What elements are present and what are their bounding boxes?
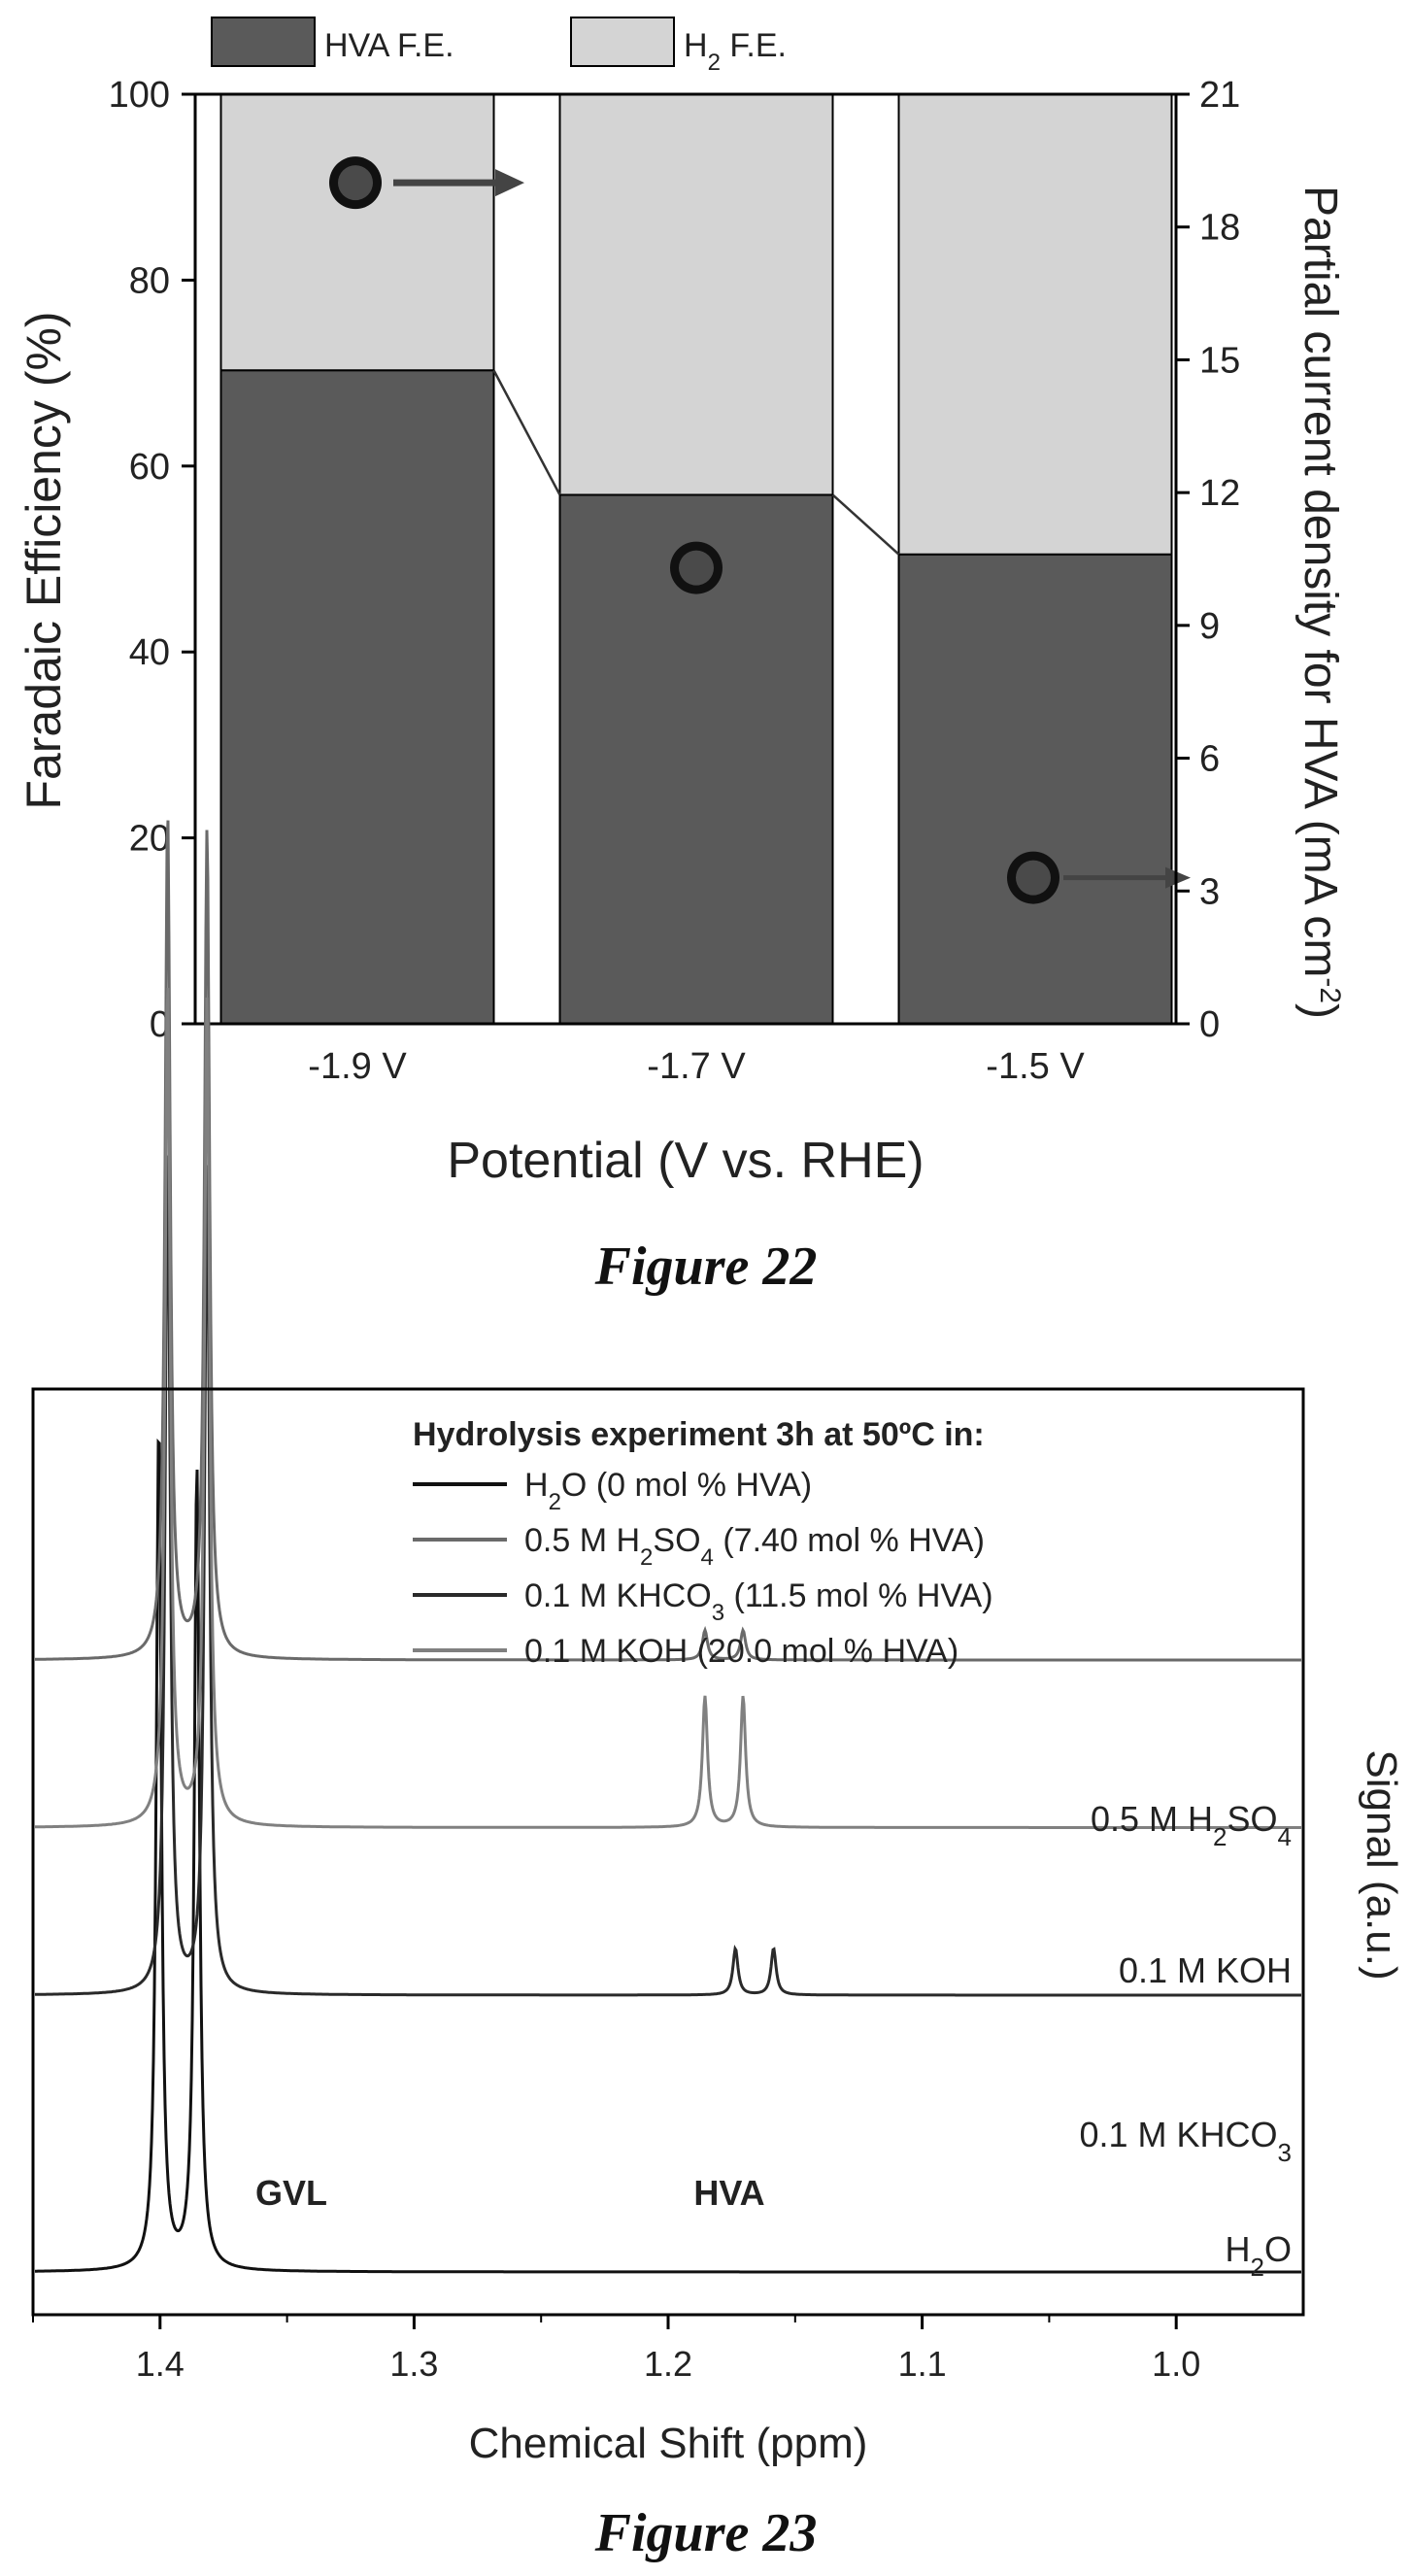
fig23-y-axis-title: Signal (a.u.): [1358, 1749, 1405, 1980]
fig22-x-axis: -1.9 V -1.7 V -1.5 V: [308, 1046, 1085, 1087]
current-density-marker: [1016, 860, 1051, 896]
fig23-x-tick-label: 1.1: [898, 2344, 947, 2384]
figure-22-caption: Figure 22: [594, 1237, 818, 1297]
arrowhead-icon: [495, 169, 524, 197]
nmr-trace-h2o: [35, 1438, 1301, 2274]
right-y-tick-label: 12: [1199, 473, 1240, 514]
bar-h2: [219, 93, 495, 372]
fig23-x-axis-title: Chemical Shift (ppm): [469, 2420, 868, 2467]
fig22-right-axis-title: Partial current density for HVA (mA cm-2…: [1294, 186, 1347, 1019]
right-y-tick-label: 3: [1199, 871, 1220, 912]
figure-23-chart: Hydrolysis experiment 3h at 50ºC in: H2O…: [31, 820, 1405, 2563]
x-tick-label: -1.9 V: [308, 1046, 407, 1087]
bar-h2: [558, 93, 834, 496]
fig23-legend-label: H2O (0 mol % HVA): [524, 1467, 812, 1515]
fig23-legend-label: 0.1 M KOH (20.0 mol % HVA): [524, 1633, 958, 1670]
right-y-tick-label: 18: [1199, 208, 1240, 249]
current-density-marker: [679, 550, 714, 586]
fig23-x-axis: 1.4 1.3 1.2 1.1 1.0: [32, 2315, 1200, 2384]
fig23-legend-title: Hydrolysis experiment 3h at 50ºC in:: [413, 1416, 985, 1453]
nmr-trace-0-1-m-khco3: [35, 1155, 1301, 1997]
trace-label: 0.5 M H2SO4: [1091, 1799, 1292, 1851]
legend-swatch-h2: [570, 17, 675, 67]
fig23-x-tick-label: 1.3: [389, 2344, 438, 2384]
trace-label: H2O: [1226, 2229, 1292, 2282]
trace-label: 0.1 M KHCO3: [1079, 2115, 1292, 2167]
trace-label: 0.1 M KOH: [1119, 1950, 1292, 1990]
right-y-tick-label: 15: [1199, 340, 1240, 381]
right-y-tick-label: 21: [1199, 75, 1240, 116]
nmr-trace-0-1-m-koh: [35, 988, 1301, 1829]
x-tick-label: -1.7 V: [647, 1046, 746, 1087]
fig22-y-axis-title: Faradaic Efficiency (%): [17, 311, 71, 809]
gvl-annotation: GVL: [255, 2173, 327, 2213]
fig23-legend: Hydrolysis experiment 3h at 50ºC in: H2O…: [413, 1416, 993, 1670]
hva-annotation: HVA: [693, 2173, 764, 2213]
fig23-x-tick-label: 1.4: [136, 2344, 185, 2384]
bar-h2: [897, 93, 1173, 556]
fig23-legend-label: 0.5 M H2SO4 (7.40 mol % HVA): [524, 1522, 985, 1571]
y-tick-label: 40: [129, 632, 170, 673]
legend-label-h2: H2 F.E.: [684, 27, 787, 76]
y-tick-label: 60: [129, 447, 170, 488]
y-tick-label: 20: [129, 819, 170, 860]
legend-swatch-hva: [211, 17, 316, 67]
fig23-legend-label: 0.1 M KHCO3 (11.5 mol % HVA): [524, 1577, 993, 1626]
arrowhead-icon: [1165, 866, 1191, 889]
figure-23-caption: Figure 23: [594, 2503, 818, 2563]
right-y-tick-label: 6: [1199, 739, 1220, 780]
fig23-traces: [35, 820, 1301, 2274]
fig23-trace-labels: 0.5 M H2SO4 0.1 M KOH 0.1 M KHCO3 H2O: [1079, 1799, 1292, 2282]
x-tick-label: -1.5 V: [986, 1046, 1085, 1087]
bar-hva: [219, 369, 495, 1025]
right-y-tick-label: 0: [1199, 1004, 1220, 1045]
fig22-bars: [219, 93, 1173, 1026]
current-density-marker: [338, 165, 373, 201]
nmr-trace-0-5-m-h2so4: [35, 820, 1301, 1662]
fig23-x-tick-label: 1.2: [644, 2344, 692, 2384]
fig22-legend: HVA F.E. H2 F.E.: [211, 17, 787, 76]
hva-connector-line: [492, 369, 561, 496]
fig22-connectors: [492, 369, 900, 556]
y-tick-label: 100: [109, 75, 170, 116]
fig22-x-axis-title: Potential (V vs. RHE): [447, 1133, 924, 1189]
fig23-x-tick-label: 1.0: [1152, 2344, 1200, 2384]
fig22-right-axis: 0 3 6 9 12 15 18 21: [1176, 75, 1240, 1045]
hva-connector-line: [831, 493, 900, 556]
legend-label-hva: HVA F.E.: [324, 27, 454, 64]
fig22-plot-frame: [193, 92, 1178, 1026]
right-y-tick-label: 9: [1199, 606, 1220, 647]
fig22-markers: [329, 156, 1191, 904]
bar-hva: [897, 553, 1173, 1026]
y-tick-label: 80: [129, 260, 170, 301]
figure-22-chart: HVA F.E. H2 F.E. 0 20 40 60 80 100 0 3 6 9 12 15 18…: [17, 17, 1347, 1297]
